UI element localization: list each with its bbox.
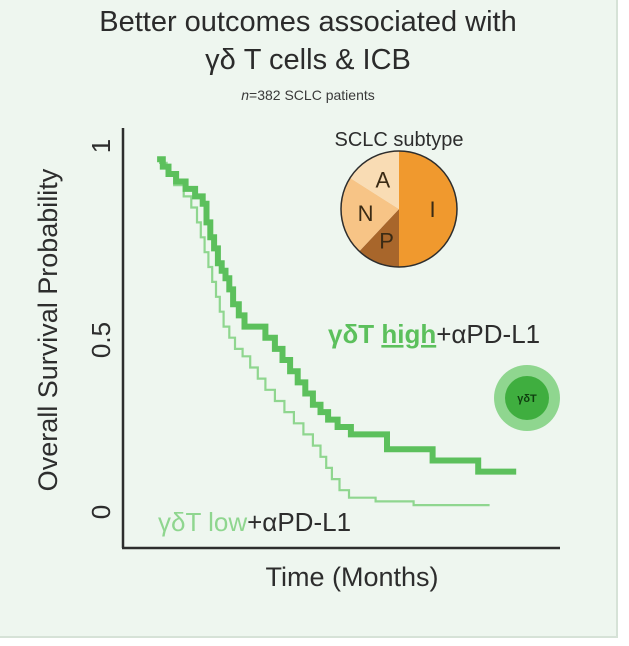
legend-low-prefix: γδT — [158, 507, 208, 537]
legend-high-group: high — [381, 319, 436, 349]
legend-low-group: low — [208, 507, 247, 537]
y-tick-0-5: 0.5 — [86, 322, 116, 358]
title-line-2: γδ T cells & ICB — [205, 44, 411, 76]
cell-icon-inner — [505, 376, 549, 420]
legend-high-prefix: γδT — [328, 319, 381, 349]
pie-slice-a — [350, 151, 399, 209]
legend-high: γδT high+αPD-L1 — [328, 319, 540, 349]
pie-label-p: P — [379, 228, 394, 253]
y-tick-0: 0 — [86, 505, 116, 519]
subtitle-rest: =382 SCLC patients — [249, 87, 375, 103]
y-axis-label: Overall Survival Probability — [33, 168, 63, 491]
pie-slice-i — [399, 151, 457, 267]
subtitle: n=382 SCLC patients — [0, 86, 616, 104]
pie-outline — [340, 150, 458, 268]
km-chart: 0 0.5 1 Overall Survival Probability Tim… — [33, 128, 560, 592]
x-axis-label: Time (Months) — [265, 562, 438, 592]
legend-low: γδT low+αPD-L1 — [158, 507, 351, 537]
pie-title: SCLC subtype — [335, 129, 464, 151]
km-curve-high — [157, 156, 517, 475]
km-curve-low — [159, 161, 490, 507]
y-tick-1: 1 — [86, 139, 116, 153]
cell-icon-label: γδT — [517, 393, 537, 405]
subtitle-n: n — [241, 87, 250, 103]
pie-slice-n — [341, 177, 399, 252]
legend-low-suffix: +αPD-L1 — [247, 507, 351, 537]
legend-high-suffix: +αPD-L1 — [436, 319, 540, 349]
figure-panel: Better outcomes associated with γδ T cel… — [0, 0, 618, 638]
pie-label-n: N — [358, 201, 374, 226]
title-line-1: Better outcomes associated with — [99, 6, 517, 38]
pie-label-i: I — [430, 197, 436, 222]
pie-slice-p — [359, 209, 399, 267]
subtype-pie: I PNA — [340, 150, 458, 268]
pie-label-a: A — [375, 168, 390, 193]
